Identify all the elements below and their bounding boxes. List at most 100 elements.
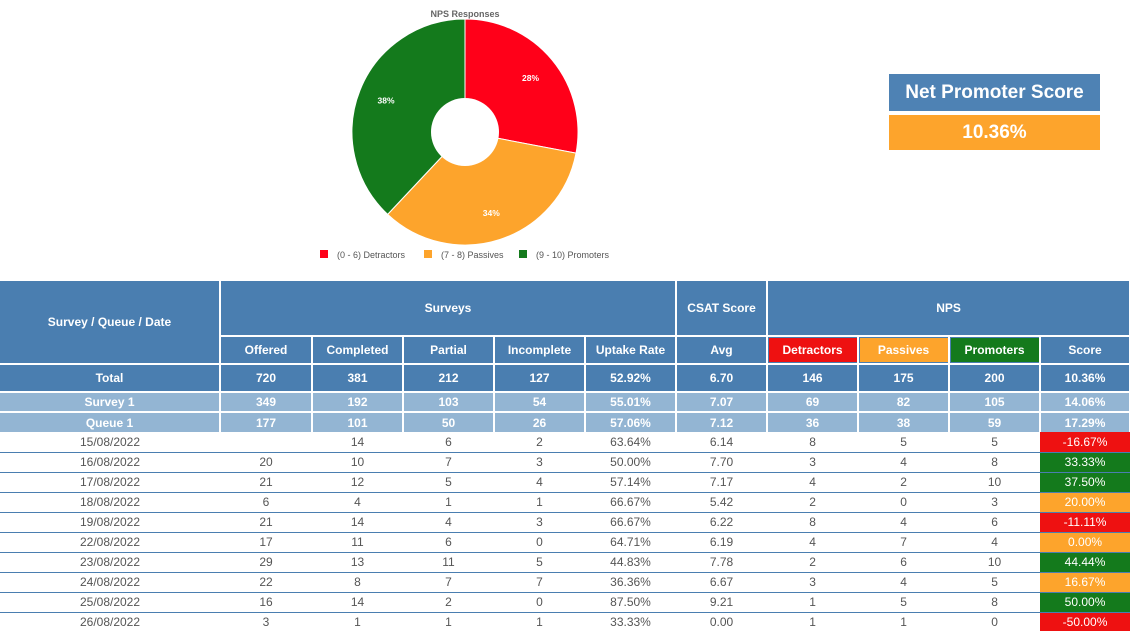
pie-slice[interactable] [386,131,577,246]
passives-cell: 4 [858,572,950,593]
nps-responses-chart: NPS Responses 28% 34% 38% (0 - 6) Detracto… [0,0,1130,280]
score-cell: 16.67% [1040,572,1130,593]
legend-swatch [519,250,527,258]
uptake-cell: 57.14% [585,472,677,493]
completed-cell: 14 [312,512,403,533]
promoters-cell: 6 [949,512,1041,533]
promoters-cell: 4 [949,532,1041,553]
date-row: 25/08/2022 16 14 2 0 87.50% 9.21 1 5 8 50.00% [0,592,1130,613]
passives-cell: 2 [858,472,950,493]
detractors-cell: 3 [767,452,859,473]
promoters-cell: 8 [949,452,1041,473]
avg-cell: 7.78 [676,552,768,573]
date-cell: 26/08/2022 [0,612,220,631]
date-row: 17/08/2022 21 12 5 4 57.14% 7.17 4 2 10 37.50% [0,472,1130,493]
date-row: 18/08/2022 6 4 1 1 66.67% 5.42 2 0 3 20.00% [0,492,1130,513]
partial-cell: 6 [403,532,494,553]
queue-cell: Queue 1 [0,411,221,432]
nps-card-title: Net Promoter Score [889,74,1100,111]
legend-label[interactable]: (7 - 8) Passives [441,250,504,260]
col-survey-queue-date: Survey / Queue / Date [0,281,221,364]
queue-cell: 50 [403,411,495,432]
legend-label[interactable]: (9 - 10) Promoters [536,250,610,260]
date-cell: 15/08/2022 [0,432,220,453]
incomplete-cell: 3 [494,452,585,473]
incomplete-cell: 5 [494,552,585,573]
incomplete-cell: 2 [494,432,585,453]
date-row: 26/08/2022 3 1 1 1 33.33% 0.00 1 1 0 -50.00% [0,612,1130,631]
passives-cell: 6 [858,552,950,573]
avg-cell: 6.67 [676,572,768,593]
offered-cell: 29 [220,552,312,573]
passives-cell: 5 [858,592,950,613]
survey-results-table: Survey / Queue / Date Surveys CSAT Score… [0,281,1130,631]
detractors-cell: 4 [767,532,859,553]
passives-chip: Passives [859,338,948,362]
date-cell: 25/08/2022 [0,592,220,613]
survey-cell: 69 [767,391,860,412]
score-cell: 0.00% [1040,532,1130,553]
slice-value-label: 34% [483,208,500,218]
incomplete-cell: 1 [494,492,585,513]
completed-cell: 1 [312,612,403,631]
detractors-cell: 1 [767,592,859,613]
partial-cell: 5 [403,472,494,493]
promoters-chip: Promoters [950,338,1039,362]
date-row: 16/08/2022 20 10 7 3 50.00% 7.70 3 4 8 33.33% [0,452,1130,473]
slice-value-label: 38% [377,96,394,106]
chart-title: NPS Responses [430,9,499,19]
total-cell: 6.70 [676,363,769,392]
uptake-cell: 63.64% [585,432,677,453]
completed-cell: 14 [312,592,403,613]
detractors-chip: Detractors [768,338,857,362]
offered-cell: 3 [220,612,312,631]
legend-swatch [424,250,432,258]
queue-cell: 17.29% [1040,411,1130,432]
date-row: 19/08/2022 21 14 4 3 66.67% 6.22 8 4 6 -11.11% [0,512,1130,533]
detractors-cell: 4 [767,472,859,493]
avg-cell: 0.00 [676,612,768,631]
incomplete-cell: 3 [494,512,585,533]
date-cell: 19/08/2022 [0,512,220,533]
incomplete-cell: 1 [494,612,585,631]
total-cell: 146 [767,363,860,392]
uptake-cell: 87.50% [585,592,677,613]
detractors-cell: 8 [767,512,859,533]
completed-cell: 14 [312,432,403,453]
slice-value-label: 28% [522,73,539,83]
survey-cell: 103 [403,391,495,412]
survey-cell: 54 [494,391,586,412]
col-group-surveys: Surveys [220,281,678,336]
queue-cell: 38 [858,411,951,432]
passives-cell: 4 [858,452,950,473]
incomplete-cell: 0 [494,592,585,613]
chart-legend: (0 - 6) Detractors (7 - 8) Passives (9 - 1… [320,250,610,260]
partial-cell: 7 [403,572,494,593]
offered-cell: 20 [220,452,312,473]
avg-cell: 9.21 [676,592,768,613]
queue-row[interactable]: Queue 1 177 101 50 26 57.06% 7.12 36 38 … [0,411,1130,432]
total-row: Total 720 381 212 127 52.92% 6.70 146 17… [0,363,1130,392]
passives-cell: 5 [858,432,950,453]
col-detractors: Detractors [767,335,860,364]
uptake-cell: 66.67% [585,512,677,533]
partial-cell: 4 [403,512,494,533]
offered-cell: 16 [220,592,312,613]
survey-row[interactable]: Survey 1 349 192 103 54 55.01% 7.07 69 8… [0,391,1130,412]
col-uptake-rate: Uptake Rate [585,335,678,364]
survey-cell: 82 [858,391,951,412]
legend-label[interactable]: (0 - 6) Detractors [337,250,406,260]
avg-cell: 7.17 [676,472,768,493]
col-group-nps: NPS [767,281,1130,336]
survey-cell: 105 [949,391,1042,412]
passives-cell: 0 [858,492,950,513]
detractors-cell: 3 [767,572,859,593]
total-cell: 127 [494,363,586,392]
score-cell: 44.44% [1040,552,1130,573]
col-avg: Avg [676,335,769,364]
pie-chart-svg: NPS Responses 28% 34% 38% (0 - 6) Detracto… [320,9,610,260]
date-row: 22/08/2022 17 11 6 0 64.71% 6.19 4 7 4 0.00% [0,532,1130,553]
pie-slice[interactable] [351,18,466,216]
partial-cell: 6 [403,432,494,453]
completed-cell: 10 [312,452,403,473]
